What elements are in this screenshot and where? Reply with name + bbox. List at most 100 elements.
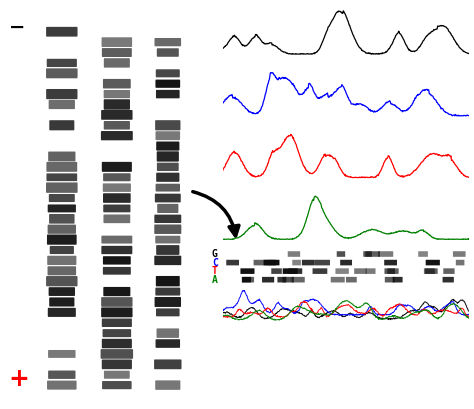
FancyBboxPatch shape	[242, 277, 254, 283]
FancyBboxPatch shape	[155, 288, 180, 296]
FancyBboxPatch shape	[103, 267, 131, 275]
FancyBboxPatch shape	[262, 277, 274, 283]
FancyBboxPatch shape	[47, 225, 76, 234]
FancyBboxPatch shape	[155, 194, 181, 202]
FancyBboxPatch shape	[101, 110, 133, 120]
FancyBboxPatch shape	[277, 277, 286, 283]
FancyBboxPatch shape	[103, 214, 130, 223]
FancyBboxPatch shape	[103, 173, 131, 181]
FancyBboxPatch shape	[155, 380, 181, 390]
FancyBboxPatch shape	[49, 194, 75, 202]
FancyBboxPatch shape	[288, 268, 302, 274]
FancyBboxPatch shape	[443, 277, 454, 283]
FancyBboxPatch shape	[49, 297, 74, 307]
FancyBboxPatch shape	[46, 173, 77, 181]
FancyBboxPatch shape	[387, 268, 399, 274]
FancyBboxPatch shape	[49, 287, 75, 296]
Text: G: G	[212, 249, 218, 259]
FancyBboxPatch shape	[292, 277, 305, 283]
FancyBboxPatch shape	[155, 120, 181, 130]
FancyBboxPatch shape	[48, 308, 76, 317]
FancyBboxPatch shape	[384, 260, 397, 265]
FancyBboxPatch shape	[154, 360, 182, 369]
FancyBboxPatch shape	[157, 163, 179, 171]
FancyBboxPatch shape	[156, 276, 180, 286]
FancyBboxPatch shape	[47, 266, 76, 275]
FancyBboxPatch shape	[288, 251, 300, 257]
FancyBboxPatch shape	[103, 79, 131, 88]
FancyBboxPatch shape	[104, 121, 130, 130]
FancyBboxPatch shape	[254, 260, 268, 265]
FancyBboxPatch shape	[47, 234, 77, 245]
FancyBboxPatch shape	[154, 225, 182, 234]
FancyBboxPatch shape	[103, 193, 131, 203]
Text: −: −	[9, 18, 25, 37]
FancyBboxPatch shape	[155, 256, 181, 265]
FancyBboxPatch shape	[155, 80, 180, 88]
FancyBboxPatch shape	[155, 297, 181, 307]
FancyBboxPatch shape	[46, 182, 78, 193]
FancyBboxPatch shape	[157, 151, 179, 162]
FancyBboxPatch shape	[267, 260, 280, 265]
Text: T: T	[212, 266, 218, 276]
FancyBboxPatch shape	[49, 214, 74, 224]
FancyBboxPatch shape	[156, 308, 180, 316]
FancyBboxPatch shape	[48, 204, 76, 212]
FancyBboxPatch shape	[103, 183, 131, 192]
FancyBboxPatch shape	[378, 251, 393, 257]
FancyBboxPatch shape	[47, 59, 77, 67]
FancyBboxPatch shape	[363, 251, 372, 257]
FancyBboxPatch shape	[103, 287, 130, 296]
FancyBboxPatch shape	[242, 277, 251, 283]
FancyArrowPatch shape	[193, 192, 239, 236]
FancyBboxPatch shape	[47, 381, 77, 390]
FancyBboxPatch shape	[424, 268, 435, 274]
FancyBboxPatch shape	[49, 100, 75, 109]
FancyBboxPatch shape	[156, 173, 180, 182]
FancyBboxPatch shape	[50, 246, 74, 254]
FancyBboxPatch shape	[157, 204, 178, 213]
FancyBboxPatch shape	[156, 328, 179, 338]
FancyBboxPatch shape	[365, 268, 375, 274]
FancyBboxPatch shape	[47, 256, 76, 265]
FancyBboxPatch shape	[104, 58, 130, 67]
FancyBboxPatch shape	[102, 381, 132, 389]
FancyBboxPatch shape	[104, 99, 130, 110]
FancyBboxPatch shape	[302, 260, 315, 265]
FancyBboxPatch shape	[336, 268, 349, 274]
FancyBboxPatch shape	[392, 277, 402, 283]
FancyBboxPatch shape	[456, 260, 465, 265]
FancyBboxPatch shape	[104, 90, 130, 98]
FancyBboxPatch shape	[384, 268, 395, 274]
FancyBboxPatch shape	[101, 131, 133, 140]
FancyBboxPatch shape	[292, 260, 301, 265]
FancyBboxPatch shape	[283, 268, 298, 274]
FancyBboxPatch shape	[103, 204, 130, 212]
FancyBboxPatch shape	[443, 268, 455, 274]
FancyBboxPatch shape	[46, 276, 78, 286]
FancyBboxPatch shape	[340, 260, 352, 265]
FancyBboxPatch shape	[365, 251, 380, 257]
FancyBboxPatch shape	[102, 319, 132, 327]
FancyBboxPatch shape	[157, 48, 179, 57]
FancyBboxPatch shape	[155, 236, 180, 243]
FancyBboxPatch shape	[46, 68, 78, 78]
FancyBboxPatch shape	[102, 162, 132, 172]
FancyBboxPatch shape	[102, 360, 132, 369]
FancyBboxPatch shape	[264, 260, 276, 265]
FancyBboxPatch shape	[425, 268, 438, 274]
FancyBboxPatch shape	[385, 277, 395, 283]
FancyBboxPatch shape	[46, 89, 77, 99]
FancyBboxPatch shape	[46, 162, 77, 172]
Text: C: C	[212, 258, 218, 267]
Text: A: A	[212, 275, 218, 285]
FancyBboxPatch shape	[155, 38, 181, 46]
FancyBboxPatch shape	[100, 349, 133, 359]
FancyBboxPatch shape	[156, 245, 180, 255]
FancyBboxPatch shape	[156, 90, 180, 98]
FancyBboxPatch shape	[101, 37, 132, 47]
Text: +: +	[9, 367, 30, 391]
FancyBboxPatch shape	[102, 329, 131, 337]
FancyBboxPatch shape	[104, 371, 130, 379]
FancyBboxPatch shape	[155, 131, 180, 140]
